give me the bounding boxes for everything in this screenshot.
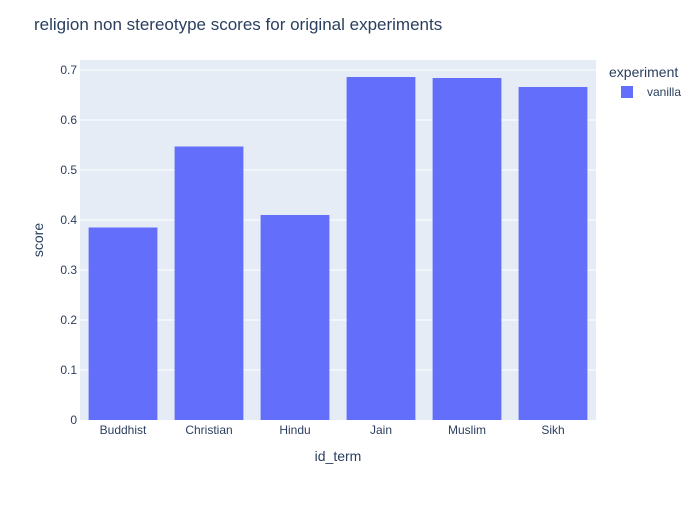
bar-buddhist[interactable] xyxy=(88,227,158,421)
y-axis-label: score xyxy=(30,223,46,257)
y-tick-labels: 0 0.1 0.2 0.3 0.4 0.5 0.6 0.7 xyxy=(60,63,77,427)
x-tick-label: Buddhist xyxy=(100,423,147,437)
y-tick-label: 0.5 xyxy=(60,163,77,177)
x-tick-labels: Buddhist Christian Hindu Jain Muslim Sikh xyxy=(100,423,565,437)
legend-swatch[interactable] xyxy=(621,86,633,98)
bar-hindu[interactable] xyxy=(260,215,330,420)
legend[interactable]: experiment vanilla xyxy=(609,64,681,99)
y-tick-label: 0 xyxy=(70,413,77,427)
bars xyxy=(88,77,588,421)
x-tick-label: Christian xyxy=(185,423,232,437)
x-tick-label: Hindu xyxy=(279,423,310,437)
y-tick-label: 0.3 xyxy=(60,263,77,277)
x-tick-label: Muslim xyxy=(448,423,486,437)
bar-muslim[interactable] xyxy=(432,78,502,420)
bar-christian[interactable] xyxy=(174,146,244,421)
y-tick-label: 0.2 xyxy=(60,313,77,327)
chart-title: religion non stereotype scores for origi… xyxy=(34,15,442,34)
y-tick-label: 0.1 xyxy=(60,363,77,377)
x-tick-label: Jain xyxy=(370,423,392,437)
y-tick-label: 0.6 xyxy=(60,113,77,127)
y-grid-lines xyxy=(80,69,596,371)
bar-jain[interactable] xyxy=(346,77,416,420)
legend-title: experiment xyxy=(609,64,678,80)
legend-items: vanilla xyxy=(621,85,681,99)
bar-sikh[interactable] xyxy=(518,87,588,420)
x-tick-label: Sikh xyxy=(541,423,564,437)
y-tick-label: 0.7 xyxy=(60,63,77,77)
x-axis-label: id_term xyxy=(315,448,362,464)
legend-label[interactable]: vanilla xyxy=(647,85,681,99)
y-tick-label: 0.4 xyxy=(60,213,77,227)
